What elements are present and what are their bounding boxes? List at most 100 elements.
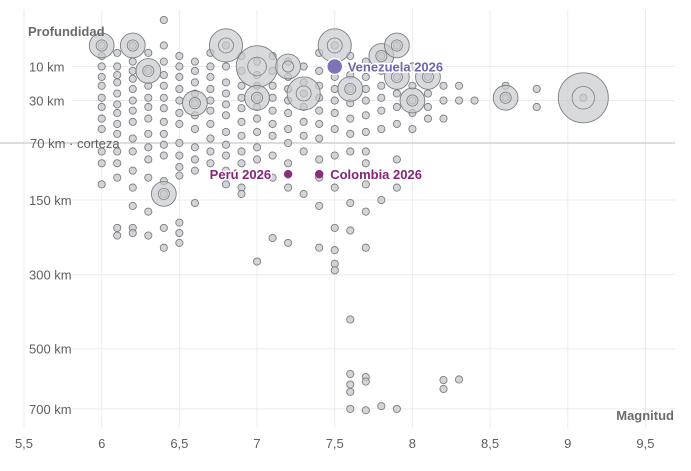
earthquake-point [113,108,122,118]
earthquake-large-point-core [571,86,595,110]
earthquake-point [237,147,246,156]
earthquake-point [346,226,355,235]
crust-reference-label: 70 km · corteza [30,136,120,151]
y-axis-tick-labels: 10 km 30 km 150 km 300 km 500 km 700 km [29,59,72,416]
earthquake-point [113,223,122,232]
earthquake-point [97,124,106,134]
y-tick-label: 30 km [29,94,64,109]
earthquake-point [144,102,153,112]
highlight-point [325,57,344,76]
earthquake-point [299,131,308,140]
earthquake-large-point [119,32,146,59]
earthquake-point [159,140,168,149]
earthquake-point [221,62,231,71]
earthquake-point [361,72,370,81]
earthquake-point [159,70,168,80]
earthquake-point [423,114,433,123]
earthquake-point [159,93,168,102]
earthquake-point [175,108,184,118]
earthquake-point [128,134,137,143]
earthquake-point [128,228,137,238]
earthquake-point [144,155,153,164]
earthquake-point [252,114,262,123]
x-tick-label: 6,5 [170,436,188,451]
earthquake-point [206,134,215,143]
earthquake-point [361,406,370,415]
earthquake-large-point [88,32,115,59]
earthquake-point [190,57,199,66]
earthquake-point [439,96,448,105]
earthquake-point [392,183,401,192]
earthquake-point [330,108,339,118]
earthquake-point [206,62,215,71]
earthquake-point [268,119,277,128]
earthquake-point [237,81,246,90]
earthquake-large-point-core [142,64,155,77]
earthquake-point [144,207,153,216]
earthquake-point [221,140,231,149]
earthquake-point [128,96,137,105]
earthquake-large-point [384,32,410,59]
earthquake-point [97,114,106,123]
earthquake-point [237,104,246,113]
earthquake-point [454,375,464,384]
earthquake-point [128,84,137,93]
earthquake-point [392,89,401,98]
earthquake-point [190,198,199,208]
earthquake-point [454,81,464,90]
earthquake-point [252,127,262,137]
earthquake-point [268,131,277,140]
earthquake-point [144,143,153,152]
earthquake-large-point-core [390,39,403,52]
earthquake-point [330,223,339,232]
earthquake-point [532,102,541,112]
earthquake-point [454,96,464,105]
earthquake-point [175,162,184,172]
earthquake-point [175,138,184,148]
earthquake-point [315,106,324,115]
earthquake-point [361,96,370,105]
earthquake-point [128,117,137,126]
earthquake-point [190,143,199,152]
earthquake-point [190,78,199,87]
highlight-point [314,169,324,179]
earthquake-point [299,62,308,71]
y-tick-label: 300 km [29,268,72,283]
earthquake-point [159,15,168,25]
earthquake-point [315,243,324,252]
earthquake-point [361,111,370,120]
earthquake-point [190,124,199,134]
earthquake-point [113,159,122,168]
earthquake-point [330,183,339,192]
earthquake-point [175,84,184,93]
earthquake-point [439,384,448,394]
highlight-label: Colombia 2026 [330,167,422,182]
earthquake-point [175,119,184,128]
earthquake-point [144,231,153,240]
earthquake-point [361,84,370,93]
earthquake-point [159,81,168,90]
earthquake-point [159,104,168,113]
earthquake-point [144,129,153,138]
earthquake-point [299,189,308,198]
earthquake-large-point-core [406,94,419,107]
earthquake-large-point-core [126,39,139,52]
earthquake-point [284,138,293,148]
earthquake-point [439,114,448,123]
earthquake-point [97,62,106,71]
earthquake-large-point [492,84,519,111]
earthquake-large-point-core [390,70,403,83]
earthquake-point [423,102,433,112]
earthquake-point [284,124,293,134]
earthquake-large-point-core [188,97,201,110]
earthquake-point [206,159,215,168]
earthquake-point [113,100,122,109]
earthquake-point [221,180,231,189]
earthquake-point [377,195,386,205]
earthquake-point [268,106,277,115]
earthquake-point [113,48,122,57]
earthquake-point [113,70,122,80]
earthquake-point [175,218,184,227]
earthquake-point [175,171,184,180]
